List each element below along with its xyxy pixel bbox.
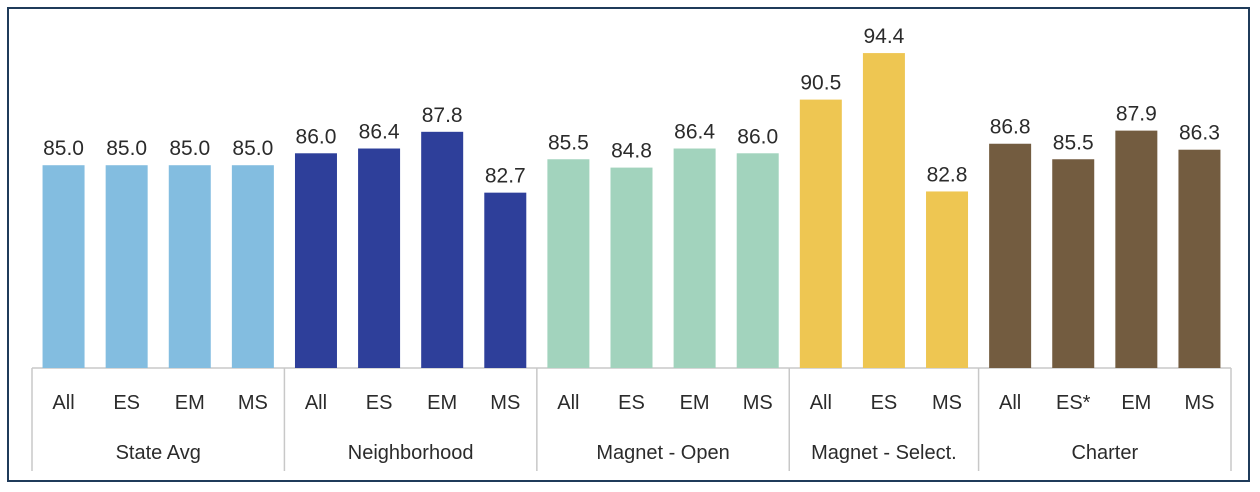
category-tick-label: MS: [238, 392, 268, 414]
category-tick-label: All: [52, 392, 74, 414]
bar-charter-em: [1115, 130, 1158, 368]
category-tick-label: All: [305, 392, 327, 414]
category-tick-label: EM: [427, 392, 457, 414]
bar-charter-all: [989, 143, 1032, 368]
category-tick-label: ES: [366, 392, 393, 414]
group-label: State Avg: [116, 442, 201, 464]
data-label: 87.9: [1116, 103, 1157, 126]
data-label: 94.4: [863, 25, 904, 48]
category-tick-label: ES*: [1056, 392, 1091, 414]
category-tick-label: ES: [871, 392, 898, 414]
data-label: 90.5: [800, 72, 841, 95]
category-tick-label: EM: [1121, 392, 1151, 414]
data-label: 82.7: [485, 165, 526, 188]
category-tick-label: All: [557, 392, 579, 414]
bar-state-avg-all: [42, 165, 85, 368]
bar-state-avg-es: [105, 165, 148, 368]
data-label: 85.0: [169, 137, 210, 160]
category-tick-label: MS: [743, 392, 773, 414]
data-label: 86.0: [296, 125, 337, 148]
bar-neighborhood-es: [358, 148, 401, 368]
bar-magnet-select--ms: [926, 191, 969, 368]
data-label: 86.4: [359, 121, 400, 144]
bar-neighborhood-ms: [484, 192, 527, 368]
category-tick-label: All: [999, 392, 1021, 414]
bar-magnet-open-all: [547, 159, 590, 368]
data-label: 86.4: [674, 121, 715, 144]
category-tick-label: EM: [175, 392, 205, 414]
bar-magnet-open-em: [673, 148, 716, 368]
group-label: Charter: [1071, 442, 1138, 464]
bar-neighborhood-em: [421, 131, 464, 368]
data-label: 87.8: [422, 104, 463, 127]
data-label: 85.0: [232, 137, 273, 160]
category-tick-label: EM: [680, 392, 710, 414]
category-tick-label: ES: [618, 392, 645, 414]
data-label: 85.5: [1053, 131, 1094, 154]
bar-state-avg-ms: [231, 165, 274, 368]
data-label: 82.8: [927, 163, 968, 186]
bar-magnet-open-ms: [736, 153, 779, 368]
bar-charter-ms: [1178, 149, 1221, 368]
chart-frame: 85.0 All 85.0 ES 85.0 EM 85.0 MS State Avg 86.0 Al…: [7, 7, 1250, 482]
category-tick-label: MS: [932, 392, 962, 414]
category-tick-label: ES: [113, 392, 140, 414]
category-tick-label: MS: [1184, 392, 1214, 414]
data-label: 86.0: [737, 125, 778, 148]
group-label: Magnet - Select.: [811, 442, 957, 464]
group-label: Neighborhood: [348, 442, 474, 464]
bar-state-avg-em: [168, 165, 211, 368]
bar-neighborhood-all: [294, 153, 337, 368]
bar-magnet-open-es: [610, 167, 653, 368]
data-label: 84.8: [611, 140, 652, 163]
bar-chart: 85.0 All 85.0 ES 85.0 EM 85.0 MS State Avg 86.0 Al…: [31, 25, 1232, 471]
bar-magnet-select--es: [862, 53, 905, 368]
data-label: 85.5: [548, 131, 589, 154]
data-label: 85.0: [43, 137, 84, 160]
category-tick-label: All: [810, 392, 832, 414]
data-label: 85.0: [106, 137, 147, 160]
category-tick-label: MS: [490, 392, 520, 414]
data-label: 86.3: [1179, 122, 1220, 145]
bar-charter-es: [1052, 159, 1095, 368]
data-label: 86.8: [990, 116, 1031, 139]
bar-magnet-select--all: [799, 99, 842, 368]
group-label: Magnet - Open: [596, 442, 729, 464]
